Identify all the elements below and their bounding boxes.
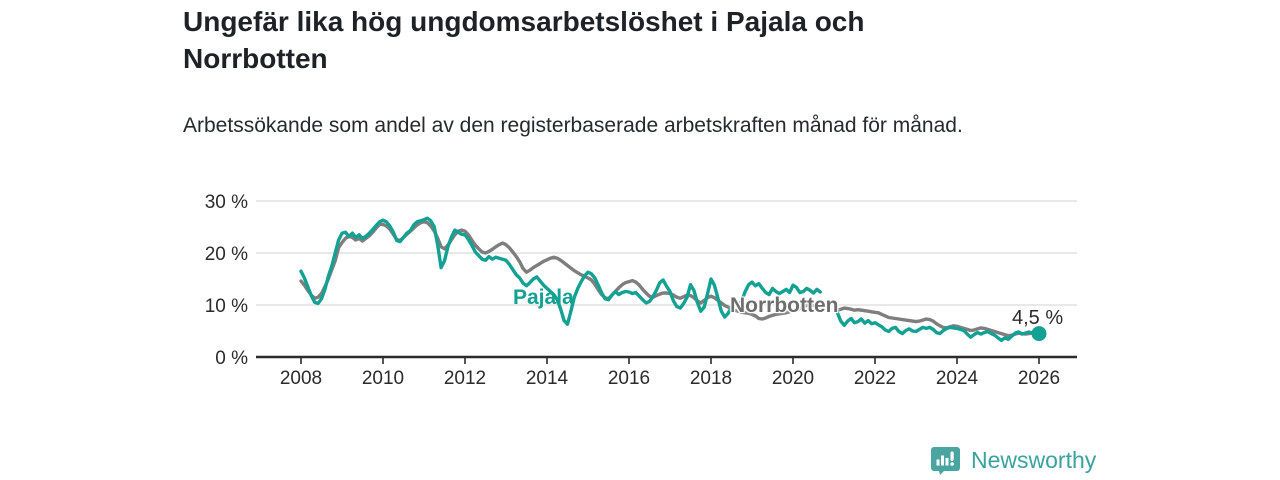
x-tick-label: 2022 xyxy=(854,368,896,389)
norrbotten-series-label: Norrbotten xyxy=(730,294,839,317)
y-tick-label: 0 % xyxy=(215,348,248,369)
pajala-line-segment xyxy=(835,311,1041,343)
newsworthy-brand: Newsworthy xyxy=(930,446,1096,475)
x-tick-label: 2012 xyxy=(444,368,486,389)
pajala-line-segment xyxy=(299,216,822,326)
y-tick-label: 30 % xyxy=(205,192,248,213)
x-tick-label: 2010 xyxy=(362,368,404,389)
newsworthy-brand-text: Newsworthy xyxy=(971,447,1097,473)
norrbotten-line-segment xyxy=(299,220,822,321)
pajala-series-label: Pajala xyxy=(513,286,574,309)
norrbotten-line-segment xyxy=(835,306,1038,338)
x-tick-label: 2018 xyxy=(690,368,732,389)
x-tick-label: 2016 xyxy=(608,368,650,389)
x-tick-label: 2008 xyxy=(280,368,322,389)
chart-title: Ungefär lika hög ungdomsarbetslöshet i P… xyxy=(183,6,865,74)
pajala-end-dot xyxy=(1031,326,1047,342)
x-tick-label: 2026 xyxy=(1018,368,1060,389)
y-tick-label: 10 % xyxy=(205,296,248,317)
last-value-annotation: 4,5 % xyxy=(1012,307,1064,329)
x-tick-label: 2020 xyxy=(772,368,814,389)
x-tick-label: 2024 xyxy=(936,368,979,389)
chart-subtitle: Arbetssökande som andel av den registerb… xyxy=(183,114,963,137)
x-tick-label: 2014 xyxy=(526,368,569,389)
newsworthy-logo-icon xyxy=(931,447,960,475)
y-tick-label: 20 % xyxy=(205,244,248,265)
